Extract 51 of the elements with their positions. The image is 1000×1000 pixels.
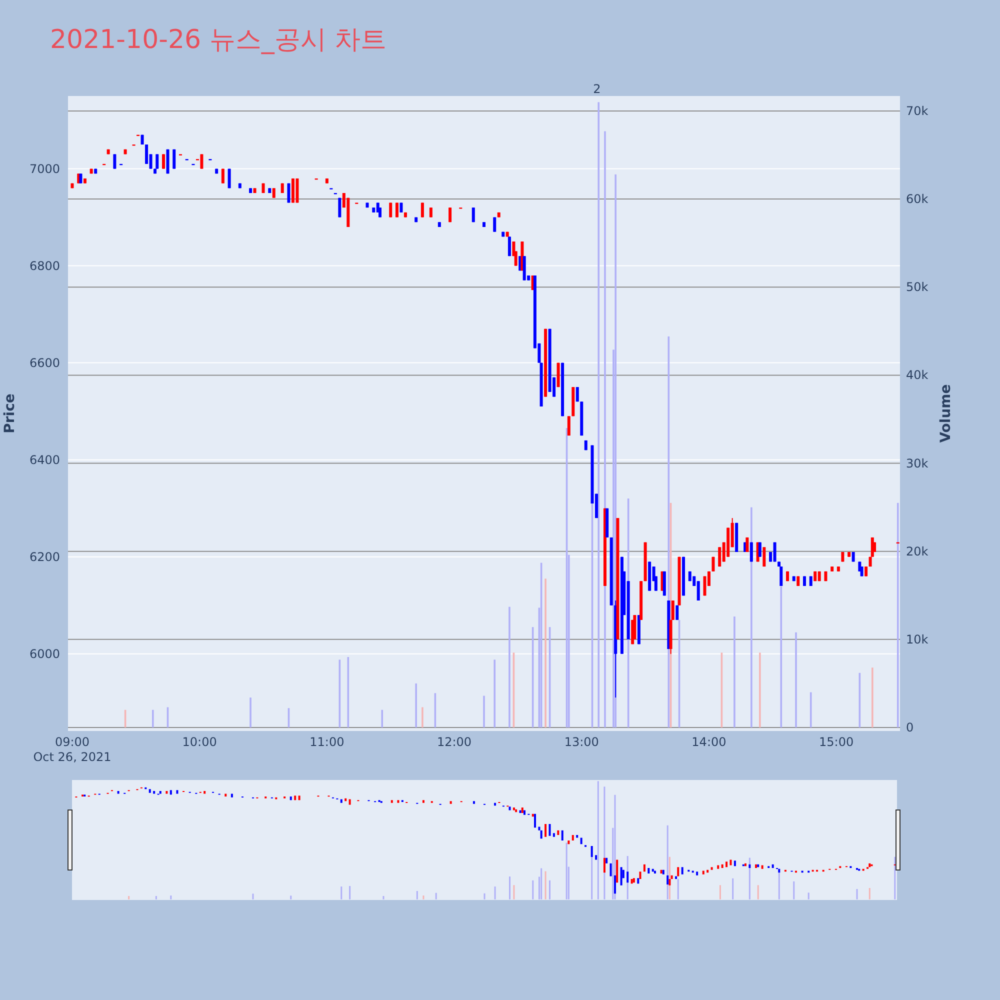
candlestick	[567, 416, 570, 436]
y2-tick-label: 60k	[906, 192, 928, 206]
candlestick	[113, 154, 116, 170]
candlestick	[395, 202, 398, 218]
candlestick	[493, 216, 496, 232]
y2-tick-label: 30k	[906, 456, 928, 470]
candlestick	[696, 580, 700, 602]
candlestick	[200, 154, 204, 170]
y2-tick-label: 40k	[906, 368, 928, 382]
candlestick	[221, 168, 224, 184]
candlestick	[864, 566, 868, 577]
candlestick	[79, 173, 82, 184]
y-tick-label: 6400	[29, 452, 60, 467]
x-tick-label: 13:00	[564, 735, 599, 749]
candlestick	[448, 207, 452, 223]
candlestick	[420, 202, 424, 218]
y-tick-label: 6200	[29, 550, 60, 564]
x-tick-label: 09:00 Oct 26, 2021	[33, 735, 112, 764]
y-tick-label: 6000	[29, 646, 60, 661]
candlestick	[576, 386, 579, 402]
x-tick-label: 15:00	[819, 735, 854, 749]
candlestick	[389, 202, 392, 218]
candlestick	[172, 148, 176, 170]
y-tick-label: 7000	[29, 162, 60, 176]
y-tick-label: 6800	[29, 258, 60, 273]
candlestick	[472, 207, 475, 223]
y-axis-title: Price	[2, 394, 18, 434]
candlestick	[712, 556, 715, 572]
candlestick	[272, 188, 276, 198]
x-tick-label: 11:00	[310, 735, 344, 749]
y2-tick-label: 0	[906, 720, 914, 734]
y2-tick-label: 10k	[906, 632, 928, 646]
x-tick-label: 10:00	[182, 735, 217, 749]
y2-tick-label: 20k	[906, 544, 928, 558]
candlestick	[429, 207, 432, 218]
candlestick	[508, 236, 511, 257]
chart-title: 2021-10-26 뉴스_공시 차트	[50, 25, 387, 55]
candlestick	[156, 154, 159, 170]
candlestick	[718, 546, 722, 568]
x-tick-label: 14:00	[692, 735, 726, 749]
annotation: 2	[593, 82, 601, 96]
x-tick-label: 12:00	[436, 735, 472, 749]
y2-axis-title: Volume	[938, 384, 954, 443]
candlestick	[758, 542, 762, 558]
candlestick	[676, 604, 679, 620]
y2-tick-label: 70k	[906, 104, 928, 118]
y-tick-label: 6600	[29, 356, 60, 370]
candlestick	[762, 546, 766, 568]
candlestick	[338, 197, 342, 218]
y2-tick-label: 50k	[906, 280, 928, 294]
candlestick	[400, 202, 403, 213]
